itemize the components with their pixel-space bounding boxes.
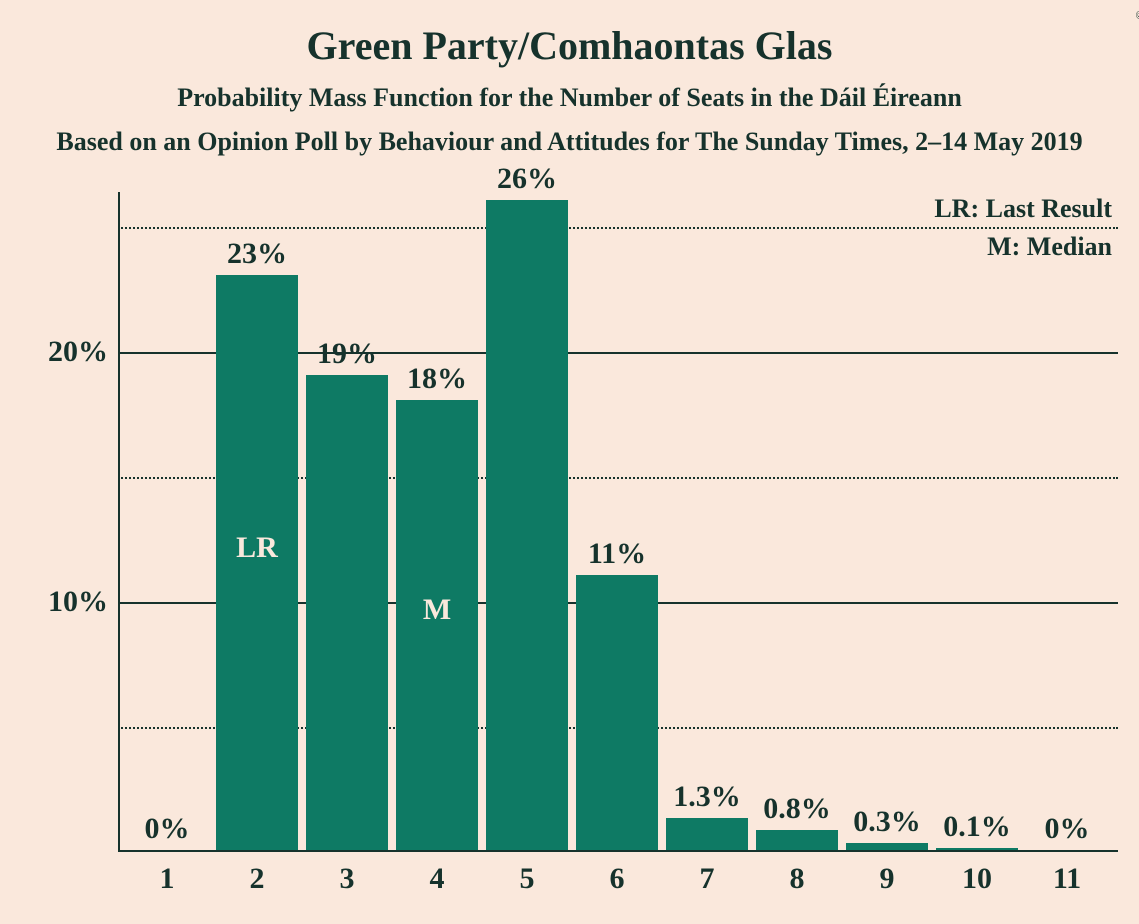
bar — [486, 200, 568, 850]
bar-inner-label: M — [423, 593, 451, 627]
bar-value-label: 19% — [317, 337, 377, 371]
bar — [576, 575, 658, 850]
chart-subtitle-2: Based on an Opinion Poll by Behaviour an… — [0, 127, 1139, 157]
y-tick-label: 20% — [8, 335, 108, 369]
chart-plot-area: 10%20%0%123%LR219%318%M426%511%61.3%70.8… — [118, 192, 1118, 852]
x-tick-label: 10 — [962, 862, 992, 896]
gridline-dotted — [118, 227, 1118, 229]
x-tick-label: 6 — [610, 862, 625, 896]
chart-subtitle-1: Probability Mass Function for the Number… — [0, 83, 1139, 113]
x-tick-label: 1 — [160, 862, 175, 896]
bar — [936, 848, 1018, 851]
chart-title: Green Party/Comhaontas Glas — [0, 0, 1139, 69]
bar-value-label: 26% — [497, 162, 557, 196]
legend-m: M: Median — [987, 232, 1112, 262]
bar — [756, 830, 838, 850]
y-tick-label: 10% — [8, 585, 108, 619]
bar-value-label: 0.3% — [853, 805, 921, 839]
y-axis — [118, 192, 120, 852]
legend-lr: LR: Last Result — [934, 194, 1112, 224]
bar-value-label: 23% — [227, 237, 287, 271]
bar-value-label: 0.8% — [763, 792, 831, 826]
x-tick-label: 7 — [700, 862, 715, 896]
bar-value-label: 11% — [588, 537, 646, 571]
bar — [846, 843, 928, 851]
copyright-notice: © 2020 Filip van Laenen — [1133, 8, 1139, 23]
x-tick-label: 3 — [340, 862, 355, 896]
x-tick-label: 9 — [880, 862, 895, 896]
bar — [666, 818, 748, 851]
bar-value-label: 0% — [1045, 812, 1090, 846]
bar — [306, 375, 388, 850]
x-tick-label: 8 — [790, 862, 805, 896]
bar-value-label: 0.1% — [943, 810, 1011, 844]
x-tick-label: 11 — [1053, 862, 1081, 896]
x-tick-label: 2 — [250, 862, 265, 896]
x-axis — [118, 850, 1118, 852]
bar-value-label: 1.3% — [673, 780, 741, 814]
bar-inner-label: LR — [236, 531, 278, 565]
bar-value-label: 0% — [145, 812, 190, 846]
x-tick-label: 5 — [520, 862, 535, 896]
x-tick-label: 4 — [430, 862, 445, 896]
bar-value-label: 18% — [407, 362, 467, 396]
